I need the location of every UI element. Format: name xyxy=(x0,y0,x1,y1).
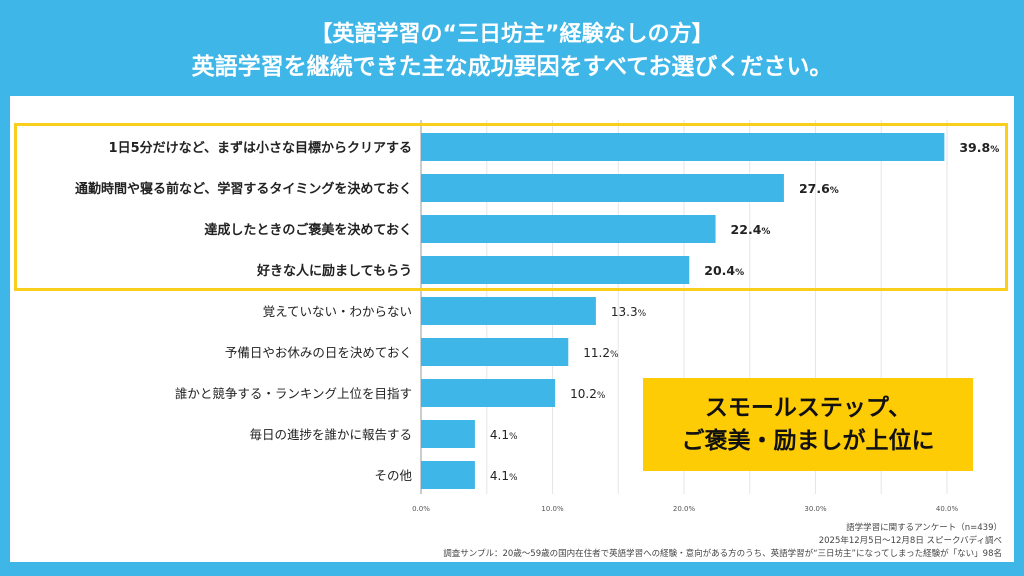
bar xyxy=(421,338,569,366)
x-tick-label: 10.0% xyxy=(541,505,564,513)
data-label-unit: % xyxy=(990,145,999,155)
chart-panel xyxy=(10,96,1014,562)
category-label: 通勤時間や寝る前など、学習するタイミングを決めておく xyxy=(75,181,412,197)
x-tick-label: 40.0% xyxy=(936,505,959,513)
category-label: 誰かと競争する・ランキング上位を目指す xyxy=(175,386,412,401)
x-tick-label: 30.0% xyxy=(804,505,827,513)
category-label: 好きな人に励ましてもらう xyxy=(256,263,412,279)
data-label-unit: % xyxy=(509,473,518,483)
bar xyxy=(421,256,690,284)
callout-line2: ご褒美・励ましが上位に xyxy=(681,427,935,454)
x-tick-label: 0.0% xyxy=(412,505,430,513)
category-label: 1日5分だけなど、まずは小さな目標からクリアする xyxy=(109,140,412,156)
data-label: 11.2% xyxy=(583,346,619,360)
bar xyxy=(421,133,945,161)
data-label: 4.1% xyxy=(490,469,518,483)
data-label: 10.2% xyxy=(570,387,606,401)
title-line2: 英語学習を継続できた主な成功要因をすべてお選びください。 xyxy=(191,54,833,80)
title-line1: 【英語学習の“三日坊主”経験なしの方】 xyxy=(310,22,714,47)
callout-line1: スモールステップ、 xyxy=(704,394,912,421)
data-label-unit: % xyxy=(597,391,606,401)
footer-survey: 語学学習に関するアンケート（n=439） xyxy=(846,523,1002,533)
data-label-unit: % xyxy=(830,186,839,196)
category-label: 覚えていない・わからない xyxy=(263,304,412,319)
data-label: 4.1% xyxy=(490,428,518,442)
data-label: 39.8% xyxy=(959,140,999,155)
data-label-unit: % xyxy=(610,350,619,360)
data-label-unit: % xyxy=(638,309,647,319)
data-label: 13.3% xyxy=(611,305,647,319)
bar xyxy=(421,420,475,448)
data-label-unit: % xyxy=(735,268,744,278)
footer-sample: 調査サンプル：20歳～59歳の国内在住者で英語学習への経験・意向がある方のうち、… xyxy=(443,549,1002,559)
bar xyxy=(421,297,596,325)
callout-box: スモールステップ、 ご褒美・励ましが上位に xyxy=(643,378,973,471)
category-label: 達成したときのご褒美を決めておく xyxy=(204,222,412,238)
category-label: 予備日やお休みの日を決めておく xyxy=(225,345,412,360)
x-tick-label: 20.0% xyxy=(673,505,696,513)
data-label: 22.4% xyxy=(731,222,771,237)
category-label: その他 xyxy=(374,468,412,483)
data-label-unit: % xyxy=(761,227,770,237)
data-label-unit: % xyxy=(509,432,518,442)
bar xyxy=(421,461,475,489)
footer-date: 2025年12月5日～12月8日 スピークバディ調べ xyxy=(818,536,1002,546)
category-label: 毎日の進捗を誰かに報告する xyxy=(249,427,412,442)
bar xyxy=(421,174,784,202)
bar xyxy=(421,379,556,407)
bar xyxy=(421,215,716,243)
data-label: 27.6% xyxy=(799,181,839,196)
data-label: 20.4% xyxy=(704,263,744,278)
